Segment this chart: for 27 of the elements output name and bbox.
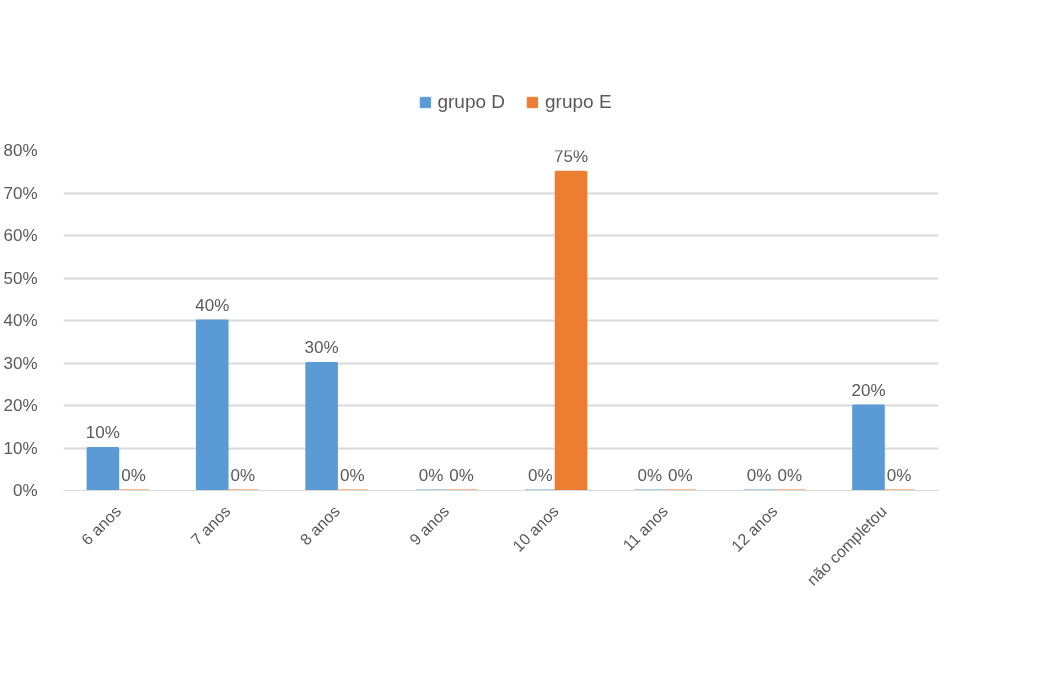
data-label: 20% (851, 380, 886, 400)
y-tick-label: 80% (3, 141, 38, 160)
data-label: 0% (637, 465, 663, 485)
data-label: 0% (418, 465, 444, 485)
y-tick-label: 50% (3, 268, 38, 288)
y-tick-label: 0% (12, 481, 38, 500)
y-tick-label: 70% (3, 183, 38, 203)
data-label: 10% (85, 423, 120, 442)
data-label: 0% (449, 465, 474, 485)
data-label: 40% (195, 295, 230, 315)
data-label: 0% (746, 465, 772, 485)
legend-label: grupo E (545, 91, 612, 113)
data-label: 75% (553, 146, 589, 166)
data-label: 0% (121, 465, 146, 485)
y-tick-label: 40% (3, 311, 38, 330)
data-label: 0% (777, 465, 803, 485)
data-label: 0% (230, 465, 256, 485)
y-tick-label: 30% (3, 353, 38, 373)
data-label: 30% (304, 338, 339, 357)
data-label: 0% (339, 465, 365, 485)
data-label: 0% (668, 465, 693, 485)
y-tick-label: 60% (3, 226, 38, 245)
y-tick-label: 20% (3, 396, 38, 415)
legend-label: grupo D (437, 91, 506, 113)
y-tick-label: 10% (3, 438, 38, 458)
data-label: 0% (528, 465, 553, 485)
data-label: 0% (886, 465, 912, 485)
